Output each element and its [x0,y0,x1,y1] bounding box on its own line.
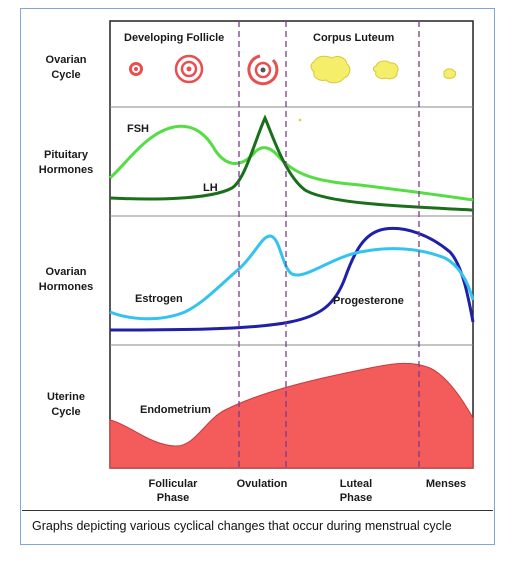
follicle-medium-icon [174,54,204,84]
developing-follicle-label: Developing Follicle [124,32,224,44]
figure-caption: Graphs depicting various cyclical change… [22,510,493,543]
estrogen-curve [109,234,475,321]
corpus-luteum-label: Corpus Luteum [313,32,394,44]
luteal-phase-label-1: Luteal [340,478,372,490]
ovarian-cycle-row-label-1: Ovarian [46,54,87,66]
lh-curve [109,114,474,212]
corpus-luteum-small-icon [443,68,457,79]
estrogen-label: Estrogen [135,293,183,305]
follicle-ovulating-icon [247,54,279,86]
uterine-row-label-2: Cycle [51,406,80,418]
ovulation-label: Ovulation [237,478,288,490]
corpus-luteum-speck [298,118,302,122]
endometrium-label: Endometrium [140,404,211,416]
ovarian-cycle-row-label-2: Cycle [51,69,80,81]
fsh-label: FSH [127,123,149,135]
follicular-phase-label-2: Phase [157,492,189,504]
lh-label: LH [203,182,218,194]
uterine-row-label-1: Uterine [47,391,85,403]
ovarian-hormones-row-label-1: Ovarian [46,266,87,278]
endometrium-area [109,362,474,469]
corpus-luteum-medium-icon [372,60,399,80]
fsh-curve [109,124,474,202]
follicle-small-icon [129,62,143,76]
follicular-phase-label-1: Follicular [149,478,199,490]
corpus-luteum-large-icon [310,55,351,84]
progesterone-curve [109,226,475,332]
ovarian-hormones-row-label-2: Hormones [39,281,93,293]
luteal-phase-label-2: Phase [340,492,372,504]
menses-label: Menses [426,478,466,490]
progesterone-label: Progesterone [333,295,404,307]
pituitary-row-label-1: Pituitary [44,149,89,161]
pituitary-row-label-2: Hormones [39,164,93,176]
